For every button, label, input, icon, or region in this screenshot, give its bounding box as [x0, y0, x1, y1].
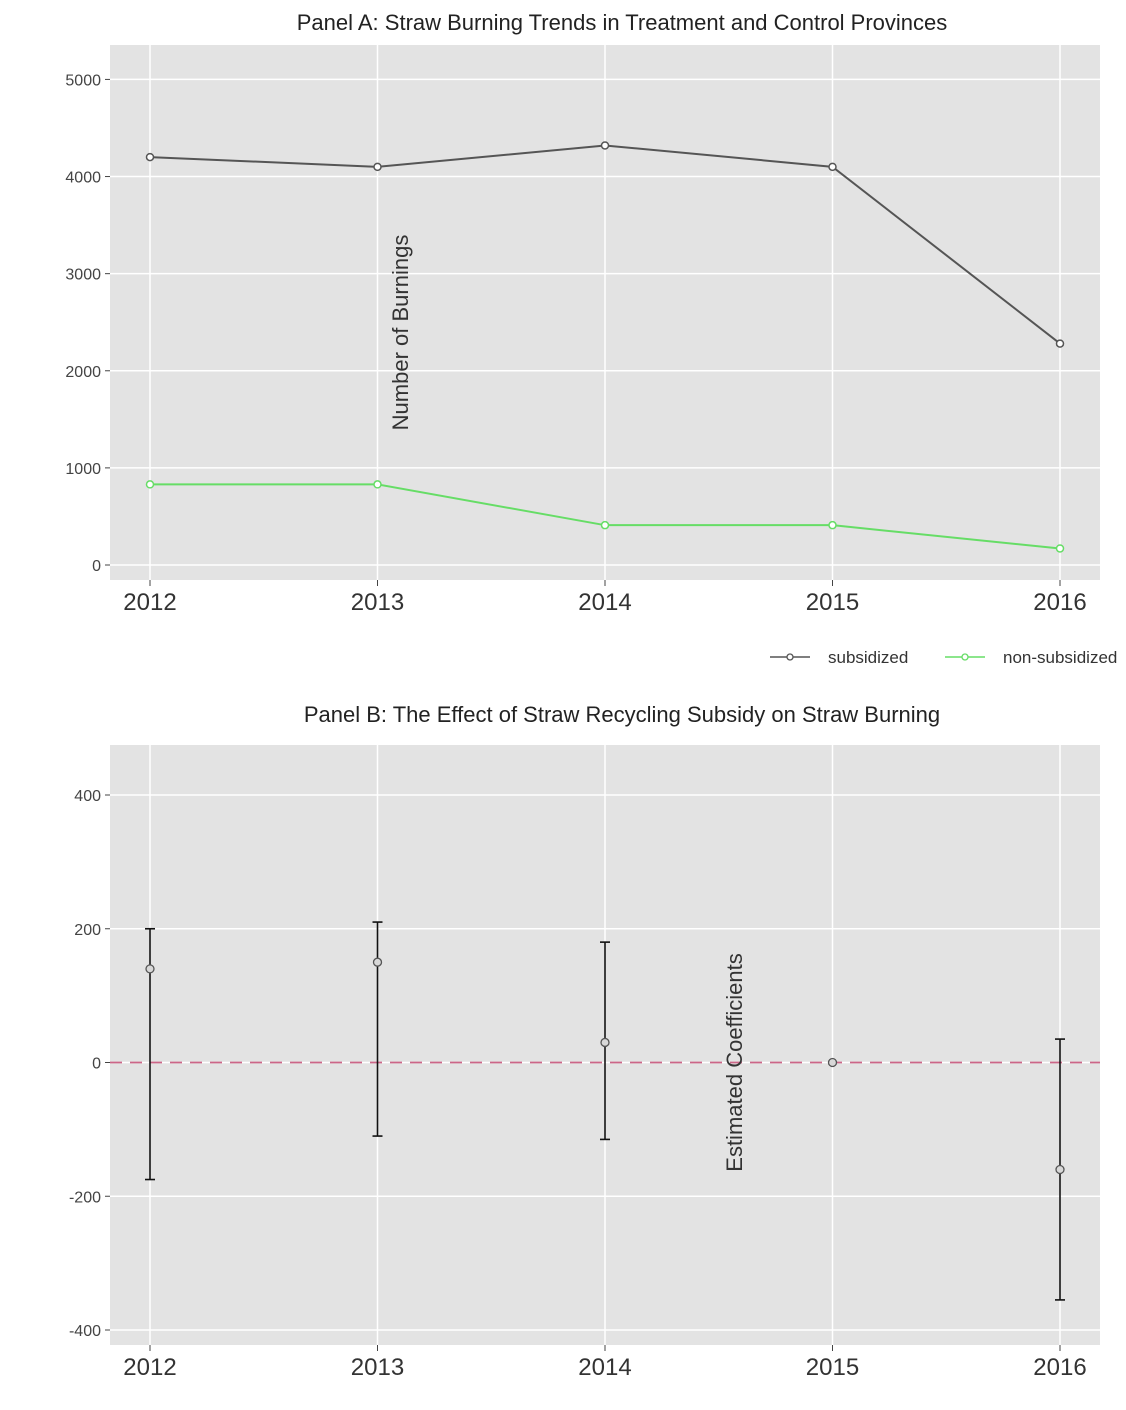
data-point — [373, 162, 382, 172]
panel-b: -400 -200 0 200 400 2012 2013 2014 2015 2016 Pane… — [69, 702, 1100, 1381]
panel-a-y-axis-label: Number of Burnings — [388, 235, 413, 431]
data-point — [373, 480, 382, 489]
data-point — [145, 152, 155, 162]
panel-b-y-axis-label: Estimated Coefficients — [722, 953, 747, 1171]
coefficient-point — [827, 1057, 838, 1068]
y-tick-label: -200 — [69, 1189, 101, 1206]
coefficient-point — [1055, 1164, 1065, 1175]
data-point — [1055, 339, 1065, 348]
x-tick-label: 2015 — [806, 589, 859, 616]
y-tick-label: 4000 — [65, 170, 101, 187]
y-tick-label: 0 — [92, 558, 101, 575]
y-tick-label: 1000 — [65, 461, 101, 478]
data-point — [828, 520, 837, 530]
y-tick-label: 200 — [74, 922, 101, 939]
x-tick-label: 2015 — [806, 1354, 859, 1381]
panel-b-title: Panel B: The Effect of Straw Recycling S… — [304, 702, 940, 727]
legend-label-subsidized: subsidized — [828, 648, 908, 667]
coefficient-point — [600, 1037, 610, 1048]
panel-a-title: Panel A: Straw Burning Trends in Treatme… — [297, 10, 948, 35]
panel-b-axes: -400 -200 0 200 400 2012 2013 2014 2015 2016 — [69, 788, 1087, 1381]
y-tick-label: 3000 — [65, 267, 101, 284]
data-point — [828, 162, 837, 172]
y-tick-label: 0 — [92, 1056, 101, 1073]
x-tick-label: 2016 — [1033, 589, 1086, 616]
data-point — [600, 520, 610, 530]
x-tick-label: 2012 — [123, 589, 176, 616]
coefficient-point — [372, 957, 383, 967]
data-point — [600, 141, 610, 150]
legend-marker-non-subsidized — [961, 653, 969, 661]
panel-b-estimates — [110, 921, 1100, 1301]
x-tick-label: 2013 — [351, 589, 404, 616]
panel-a-legend: subsidized non-subsidized — [770, 648, 1117, 667]
x-tick-label: 2014 — [578, 1354, 631, 1381]
legend-label-non-subsidized: non-subsidized — [1003, 648, 1117, 667]
x-tick-label: 2013 — [351, 1354, 404, 1381]
y-tick-label: 2000 — [65, 364, 101, 381]
coefficient-point — [145, 964, 155, 974]
panel-a-series — [145, 141, 1065, 553]
y-tick-label: -400 — [69, 1323, 101, 1340]
x-tick-label: 2012 — [123, 1354, 176, 1381]
data-point — [145, 480, 155, 489]
data-point — [1055, 544, 1065, 553]
panel-a-axes: 0 1000 2000 3000 4000 5000 2012 2013 2014 2015 201… — [65, 72, 1086, 616]
x-tick-label: 2016 — [1033, 1354, 1086, 1381]
y-tick-label: 400 — [74, 788, 101, 805]
panel-a-gridlines — [110, 45, 1100, 580]
x-tick-label: 2014 — [578, 589, 631, 616]
y-tick-label: 5000 — [65, 72, 101, 89]
legend-marker-subsidized — [786, 653, 794, 661]
panel-a: 0 1000 2000 3000 4000 5000 2012 2013 2014 2015 201… — [65, 10, 1117, 667]
